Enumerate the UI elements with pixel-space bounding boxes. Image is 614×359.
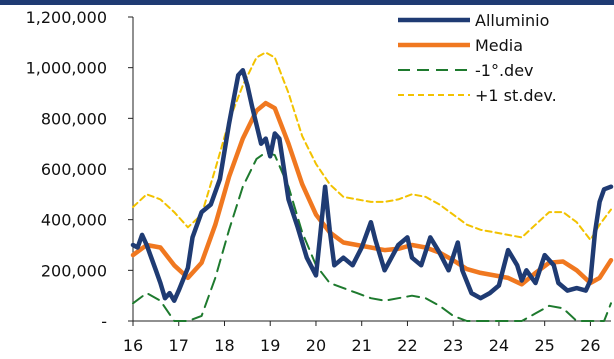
series-line-0 <box>130 67 614 303</box>
x-tick-label: 23 <box>443 336 463 355</box>
y-tick-label: 1,000,000 <box>26 59 107 78</box>
y-tick-label: 400,000 <box>41 211 107 230</box>
y-tick-label: 200,000 <box>41 261 107 280</box>
x-tick-label: 26 <box>580 336 600 355</box>
legend-label-3: +1 st.dev. <box>475 86 557 105</box>
x-tick-label: 24 <box>489 336 509 355</box>
chart-legend: Alluminio Media -1°.dev +1 st.dev. <box>398 11 557 105</box>
series-line-3 <box>132 51 612 241</box>
x-tick-label: 18 <box>214 336 234 355</box>
y-axis-ticks: - 200,000 400,000 600,000 800,000 1,000,000 1,… <box>26 8 133 331</box>
chart-series <box>130 51 614 322</box>
y-tick-label: - <box>101 312 107 331</box>
y-tick-label: 1,200,000 <box>26 8 107 27</box>
legend-label-0: Alluminio <box>475 11 549 30</box>
top-accent-bar <box>0 0 614 5</box>
series-line-2 <box>132 151 612 322</box>
x-axis-ticks: 16 17 18 19 20 21 22 23 24 25 26 <box>123 321 601 355</box>
x-tick-label: 19 <box>260 336 280 355</box>
x-tick-label: 22 <box>397 336 417 355</box>
legend-label-1: Media <box>475 36 523 55</box>
x-tick-label: 16 <box>123 336 143 355</box>
y-tick-label: 600,000 <box>41 160 107 179</box>
x-tick-label: 20 <box>306 336 326 355</box>
x-tick-label: 17 <box>169 336 189 355</box>
x-tick-label: 21 <box>352 336 372 355</box>
series-line-1 <box>130 100 614 287</box>
legend-label-2: -1°.dev <box>475 61 534 80</box>
y-tick-label: 800,000 <box>41 109 107 128</box>
x-tick-label: 25 <box>534 336 554 355</box>
